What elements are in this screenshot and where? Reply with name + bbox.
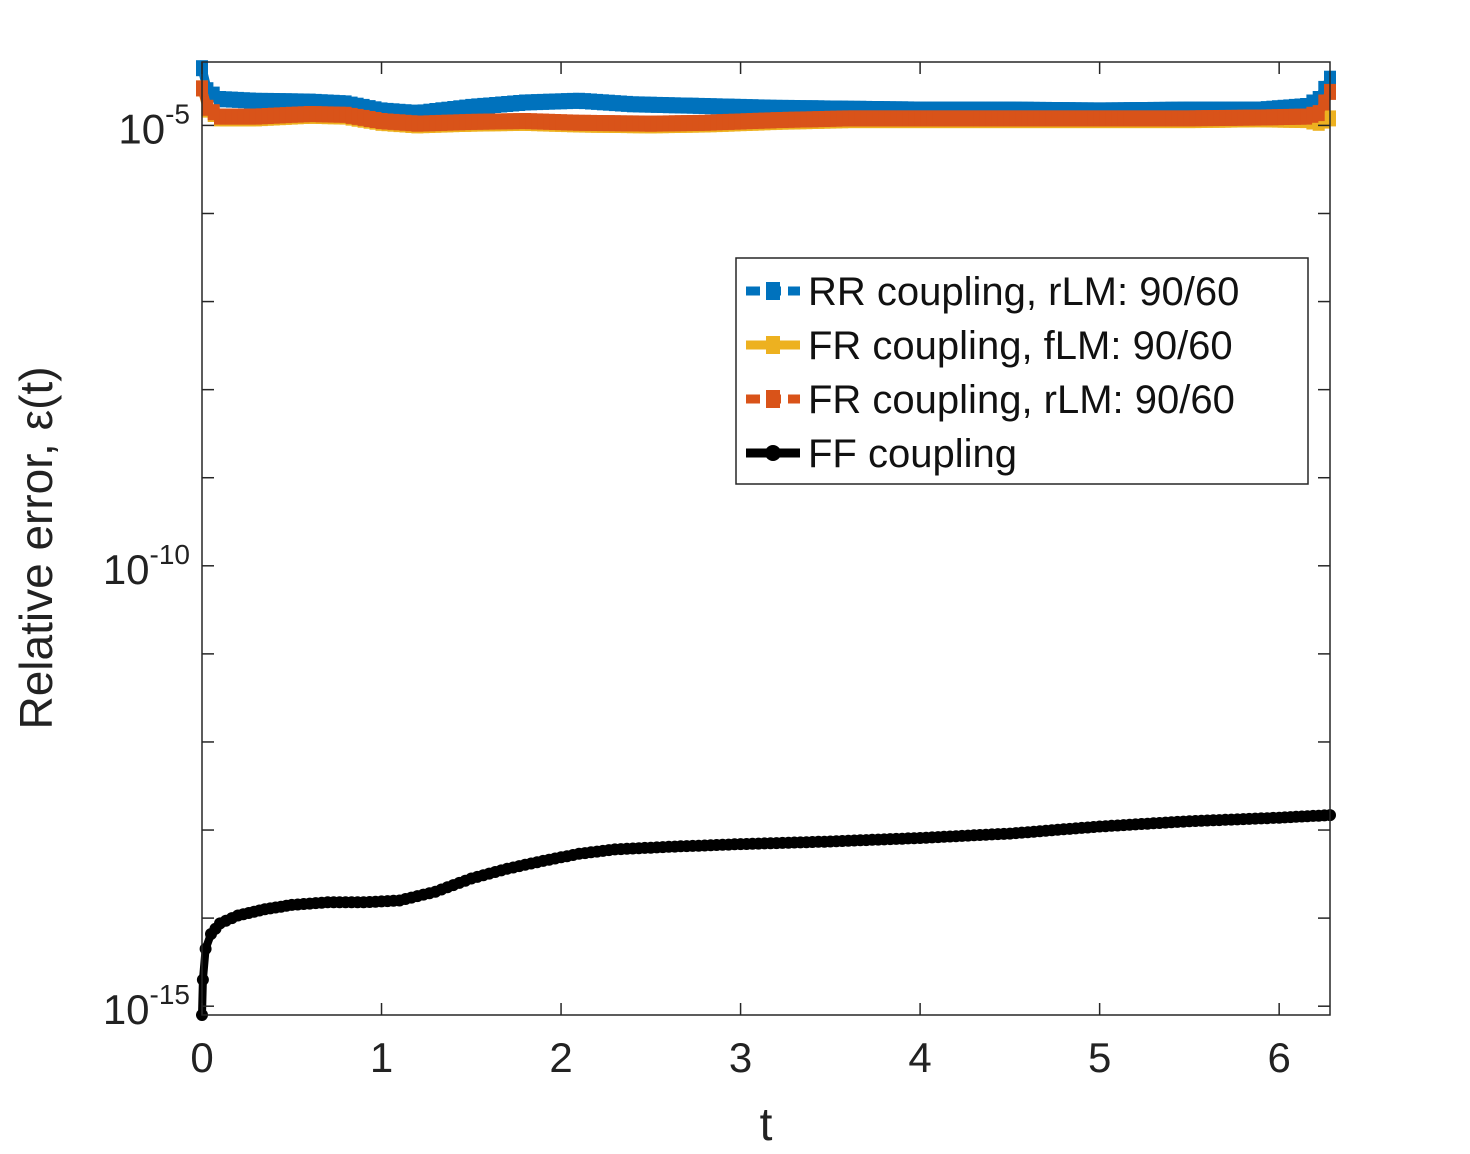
legend-item: RR coupling, rLM: 90/60 — [746, 270, 1239, 314]
x-tick-label: 4 — [908, 1034, 931, 1081]
x-tick-labels: 0 1 2 3 4 5 6 — [190, 1034, 1291, 1081]
axes-layer — [201, 61, 1331, 1016]
x-tick-label: 5 — [1088, 1034, 1111, 1081]
data-point — [196, 973, 209, 986]
x-tick-label: 6 — [1267, 1034, 1290, 1081]
x-tick-label: 0 — [190, 1034, 213, 1081]
legend-label: FR coupling, fLM: 90/60 — [808, 324, 1233, 368]
x-tick-label: 3 — [729, 1034, 752, 1081]
legend-box — [735, 257, 1309, 485]
x-axis-title: t — [760, 1098, 773, 1150]
legend-swatch-marker — [765, 445, 781, 461]
y-tick-label: 10-15 — [103, 979, 190, 1033]
series-4 — [196, 809, 1336, 1021]
y-tick-labels: 10-5 10-10 10-15 — [103, 98, 190, 1033]
legend-swatch-marker — [766, 336, 780, 354]
y-tick-label: 10-5 — [118, 98, 190, 152]
legend-label: FR coupling, rLM: 90/60 — [808, 378, 1235, 422]
legend-label: FF coupling — [808, 432, 1017, 476]
legend-swatch-marker — [766, 390, 780, 408]
legend-item: FR coupling, rLM: 90/60 — [746, 378, 1235, 422]
legend: RR coupling, rLM: 90/60 FR coupling, fLM:… — [735, 257, 1309, 485]
axes-box — [201, 61, 1331, 1016]
y-axis-title: Relative error, ε(t) — [10, 366, 62, 729]
plot-area — [202, 62, 1330, 1015]
x-tick-label: 2 — [549, 1034, 572, 1081]
series-layer — [196, 60, 1336, 1021]
legend-swatch-marker — [766, 282, 780, 300]
series-3 — [196, 80, 1336, 132]
y-tick-label: 10-10 — [103, 539, 190, 593]
legend-item: FR coupling, fLM: 90/60 — [746, 324, 1233, 368]
legend-item: FF coupling — [746, 432, 1017, 476]
legend-label: RR coupling, rLM: 90/60 — [808, 270, 1239, 314]
x-tick-label: 1 — [370, 1034, 393, 1081]
